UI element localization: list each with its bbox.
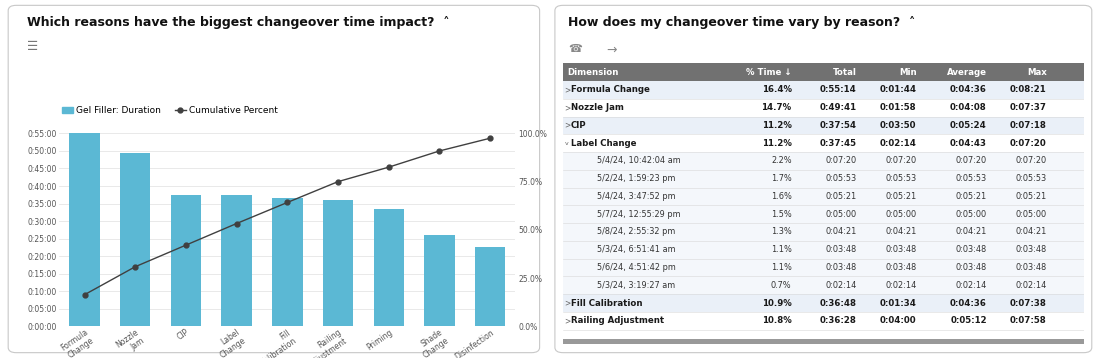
FancyBboxPatch shape xyxy=(554,5,1092,353)
Text: How does my changeover time vary by reason?  ˄: How does my changeover time vary by reas… xyxy=(569,16,915,29)
Text: →: → xyxy=(606,44,617,57)
Legend: Gel Filler: Duration, Cumulative Percent: Gel Filler: Duration, Cumulative Percent xyxy=(58,103,282,119)
Text: ☰: ☰ xyxy=(28,40,38,53)
Text: Which reasons have the biggest changeover time impact?  ˄: Which reasons have the biggest changeove… xyxy=(28,16,450,29)
FancyBboxPatch shape xyxy=(8,5,540,353)
Text: ☎: ☎ xyxy=(569,44,582,54)
